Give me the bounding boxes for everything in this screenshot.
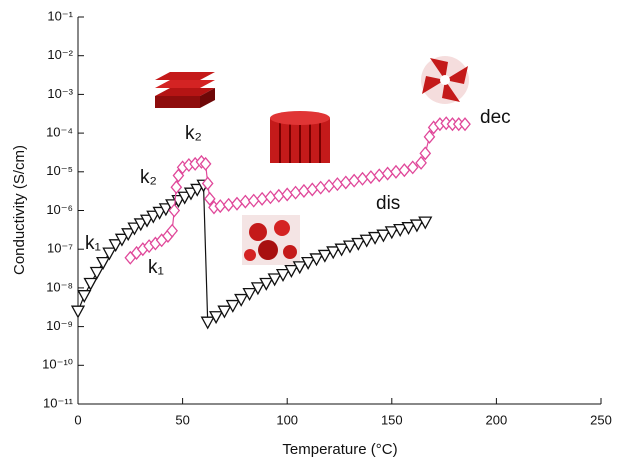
data-point	[299, 185, 309, 197]
data-point	[316, 182, 326, 194]
data-point	[383, 168, 393, 180]
icon-pinwheel	[421, 56, 469, 104]
data-point	[265, 191, 275, 203]
data-point	[366, 171, 376, 183]
x-tick-label: 50	[175, 412, 189, 427]
annotation: k₁	[85, 233, 101, 254]
data-point	[460, 118, 470, 130]
data-point	[307, 183, 317, 195]
data-point	[171, 181, 181, 193]
x-tick-label: 0	[74, 412, 81, 427]
icon-cubic	[242, 215, 300, 265]
annotation: dec	[480, 107, 511, 128]
data-point	[332, 178, 342, 190]
annotation: k₁	[148, 257, 164, 278]
y-tick-label: 10⁻⁴	[46, 125, 73, 140]
x-tick-label: 100	[276, 412, 298, 427]
icon-plates	[155, 72, 215, 108]
y-tick-label: 10⁻⁵	[46, 163, 73, 178]
y-axis-label: Conductivity (S/cm)	[11, 145, 28, 275]
data-point	[91, 267, 103, 278]
y-tick-label: 10⁻⁷	[47, 241, 73, 256]
y-tick-label: 10⁻³	[47, 86, 73, 101]
y-tick-label: 10⁻¹	[47, 8, 73, 23]
y-tick-label: 10⁻²	[47, 47, 73, 62]
annotation: k₂	[185, 123, 202, 144]
data-point	[374, 169, 384, 181]
annotation: k₂	[140, 167, 157, 188]
data-point	[349, 175, 359, 187]
data-point	[72, 306, 84, 317]
data-point	[282, 188, 292, 200]
icon-cylinders	[270, 111, 330, 163]
y-tick-label: 10⁻¹⁰	[42, 357, 73, 372]
data-point	[257, 193, 267, 205]
data-point	[291, 187, 301, 199]
annotation: dis	[376, 193, 400, 214]
y-tick-label: 10⁻¹¹	[43, 395, 74, 410]
x-tick-label: 150	[381, 412, 403, 427]
data-point	[249, 195, 259, 207]
data-point	[324, 180, 334, 192]
chart: Temperature (°C) Conductivity (S/cm) 0 50…	[0, 0, 617, 461]
y-tick-label: 10⁻⁶	[46, 202, 73, 217]
data-point	[391, 166, 401, 178]
data-point	[202, 317, 214, 328]
data-point	[85, 278, 97, 289]
x-tick-label: 200	[486, 412, 508, 427]
data-point	[232, 198, 242, 210]
y-tick-label: 10⁻⁹	[46, 318, 73, 333]
data-point	[274, 190, 284, 202]
y-tick-label: 10⁻⁸	[46, 279, 73, 294]
data-point	[399, 164, 409, 176]
x-tick-label: 250	[590, 412, 612, 427]
data-point	[341, 176, 351, 188]
data-point	[358, 173, 368, 185]
x-axis-label: Temperature (°C)	[282, 441, 397, 458]
data-point	[78, 291, 90, 302]
